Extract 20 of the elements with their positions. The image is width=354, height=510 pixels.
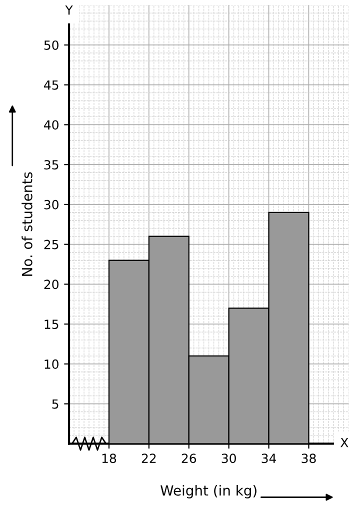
y-tick-label: 30: [44, 200, 58, 210]
y-axis-title: No. of students: [22, 172, 32, 276]
annotation: Y: [65, 5, 73, 15]
y-tick-label: 35: [44, 160, 58, 170]
annotation: X: [340, 438, 348, 448]
x-tick-label: 26: [182, 454, 196, 464]
y-tick-label: 40: [44, 120, 58, 130]
x-tick-label: 34: [262, 454, 276, 464]
y-tick-label: 25: [44, 240, 58, 250]
x-tick-label: 38: [302, 454, 316, 464]
y-tick-label: 5: [52, 399, 58, 409]
x-axis-title: Weight (in kg): [160, 484, 256, 498]
x-tick-label: 18: [102, 454, 116, 464]
x-tick-label: 22: [142, 454, 156, 463]
x-tick-label: 30: [222, 454, 236, 464]
y-tick-label: 10: [44, 359, 58, 369]
y-tick-label: 20: [44, 280, 58, 290]
y-tick-label: 45: [44, 80, 58, 90]
y-tick-label: 15: [44, 320, 58, 330]
y-tick-label: 50: [44, 40, 58, 50]
